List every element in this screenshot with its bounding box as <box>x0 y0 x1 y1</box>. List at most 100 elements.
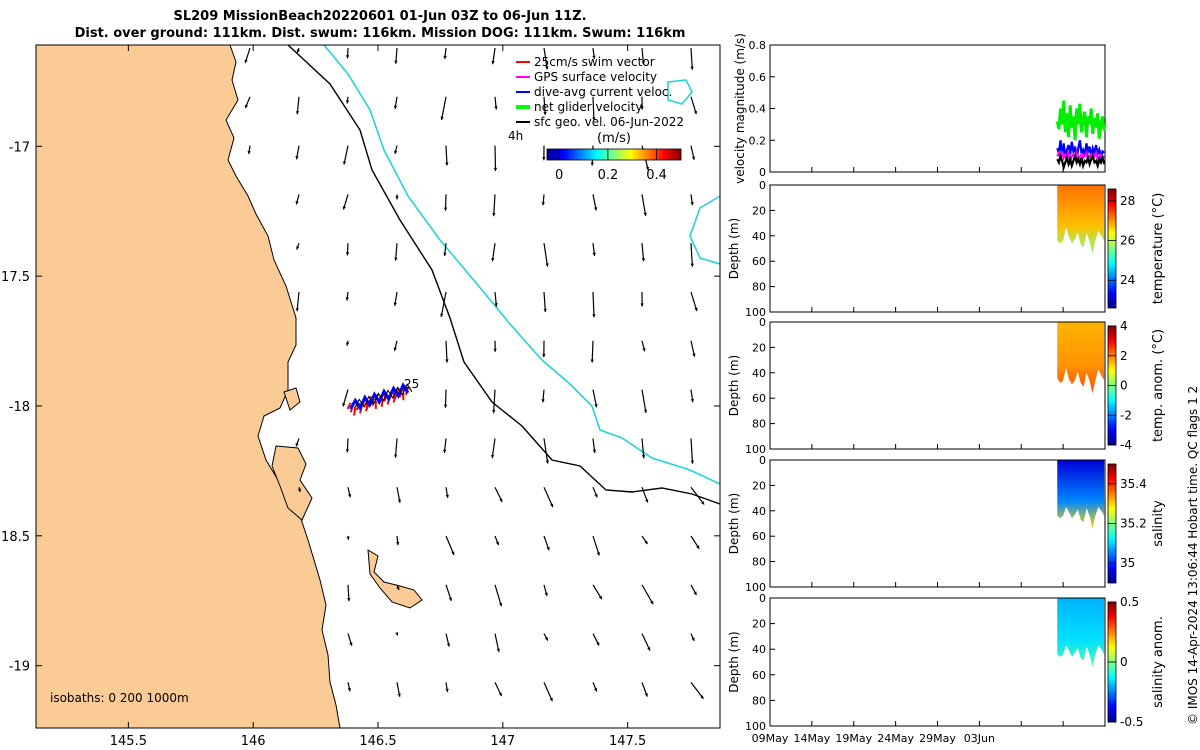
velocity-vector-head <box>445 494 449 499</box>
profile-colorbar-tick-label: 2 <box>1120 349 1128 363</box>
velocity-vector-head <box>346 536 350 540</box>
velocity-vector-head <box>640 303 644 307</box>
velocity-vector-head <box>395 196 399 200</box>
time-axis-tick-label: 14May <box>794 732 831 745</box>
velocity-vector-head <box>295 111 300 115</box>
velocity-vector-head <box>394 60 398 64</box>
velocity-vector-head <box>496 648 500 652</box>
velocity-vector-head <box>342 161 347 165</box>
velocity-vector <box>690 682 704 700</box>
velocity-vector-head <box>694 307 698 312</box>
velocity-vector <box>543 682 553 702</box>
velocity-vector-head <box>690 202 694 206</box>
velocity-vector-head <box>542 157 546 161</box>
profile-colorbar-tick-label: -4 <box>1120 438 1132 452</box>
series-line <box>1055 100 1106 141</box>
velocity-vector-head <box>650 600 654 605</box>
velocity-vector-head <box>647 647 651 651</box>
time-axis-tick-label: 24May <box>877 732 914 745</box>
profile-colorbar-label: salinity <box>1151 500 1166 547</box>
velocity-vector-head <box>296 246 300 250</box>
velocity-vector-head <box>690 460 695 464</box>
velocity-vector-head <box>345 297 349 301</box>
velocity-vector-head <box>693 110 698 115</box>
velocity-vector-head <box>349 642 353 646</box>
profile-colorbar-tick-label: 0 <box>1120 655 1128 669</box>
profile-y-tick-label: 100 <box>745 720 766 733</box>
map-x-tick-label: 145.5 <box>110 734 147 749</box>
velocity-vector <box>394 438 398 458</box>
map-x-tick-label: 146 <box>241 734 266 749</box>
velocity-vector <box>491 438 496 459</box>
velocity-vector-head <box>491 60 495 65</box>
dive-avg-track <box>349 382 410 412</box>
velocity-vector <box>641 584 654 605</box>
velocity-vector <box>690 291 698 312</box>
velocity-vector-head <box>645 499 649 503</box>
chart-title-line2: Dist. over ground: 111km. Dist. swum: 11… <box>74 26 686 41</box>
velocity-vector-head <box>693 591 697 596</box>
track-label: 25 <box>404 377 419 391</box>
profile-data-fill <box>1057 322 1105 394</box>
velocity-vector-head <box>396 586 400 591</box>
velocity-y-tick-label: 0.2 <box>749 134 767 147</box>
velocity-vector-head <box>347 493 352 498</box>
velocity-vector-head <box>393 347 397 351</box>
velocity-vector-head <box>342 206 346 210</box>
profile-y-tick-label: 40 <box>752 230 766 243</box>
velocity-vector-head <box>549 697 553 702</box>
profile-ylabel: Depth (m) <box>727 218 741 279</box>
profile-y-tick-label: 40 <box>752 505 766 518</box>
profile-panel: 0 20 40 60 80 100 Depth (m) -0.5 0 0.5 salinity an… <box>727 592 1166 745</box>
velocity-vector-head <box>499 498 503 502</box>
profile-panel: 0 20 40 60 80 100 Depth (m) -4 -2 0 2 4 temp. anom. … <box>727 316 1166 456</box>
velocity-vector-head <box>544 637 548 641</box>
profile-axes-bg <box>770 460 1105 587</box>
glider-track: 25 <box>346 377 419 416</box>
velocity-vector-head <box>295 156 299 160</box>
velocity-vector-head <box>395 632 399 636</box>
time-step-label: 4h <box>508 129 523 143</box>
velocity-vector-head <box>592 252 596 256</box>
profile-y-tick-label: 60 <box>752 392 766 405</box>
velocity-vector-head <box>592 117 596 121</box>
velocity-vector <box>543 243 549 267</box>
velocity-vector-head <box>295 443 299 447</box>
velocity-vector-head <box>440 313 444 317</box>
map-panel: 25 145.5 146 146.5 147 147.5 -17 17.5 -18 18.5 -1… <box>1 44 721 749</box>
map-y-tick-label: -19 <box>9 660 30 675</box>
profile-y-tick-label: 80 <box>752 418 766 431</box>
map-x-tick-label: 147.5 <box>609 734 646 749</box>
velocity-y-tick-label: 0.4 <box>749 103 767 116</box>
profile-colorbar-tick-label: 35 <box>1120 556 1135 570</box>
swim-vector <box>368 396 373 403</box>
velocity-vector-head <box>394 150 398 154</box>
geostrophic-velocity-field <box>244 47 705 702</box>
velocity-vector-head <box>396 541 400 546</box>
velocity-vector <box>296 291 300 312</box>
map-y-tick-label: 17.5 <box>1 270 30 285</box>
velocity-vector-head <box>592 314 596 318</box>
velocity-vector-head <box>443 449 447 453</box>
isobaths-label: isobaths: 0 200 1000m <box>50 691 189 705</box>
velocity-vector-head <box>543 308 547 312</box>
profile-y-tick-label: 0 <box>759 454 766 467</box>
isobath-1000m <box>323 45 720 485</box>
isobath-200m <box>287 45 720 505</box>
velocity-vector-head <box>690 398 695 403</box>
profile-y-tick-label: 80 <box>752 694 766 707</box>
velocity-vector-head <box>700 501 705 505</box>
profile-colorbar-label: temperature (°C) <box>1151 193 1166 305</box>
land-mass <box>36 45 341 728</box>
velocity-y-tick-label: 0.8 <box>749 39 767 52</box>
velocity-vector-head <box>247 150 251 155</box>
velocity-vector-head <box>345 55 350 59</box>
profile-data-fill <box>1057 460 1105 529</box>
velocity-vector <box>343 145 349 165</box>
time-axis-tick-label: 19May <box>835 732 872 745</box>
colorbar-label: (m/s) <box>597 131 631 146</box>
velocity-vector-head <box>498 692 502 697</box>
velocity-vector-head <box>643 409 648 413</box>
